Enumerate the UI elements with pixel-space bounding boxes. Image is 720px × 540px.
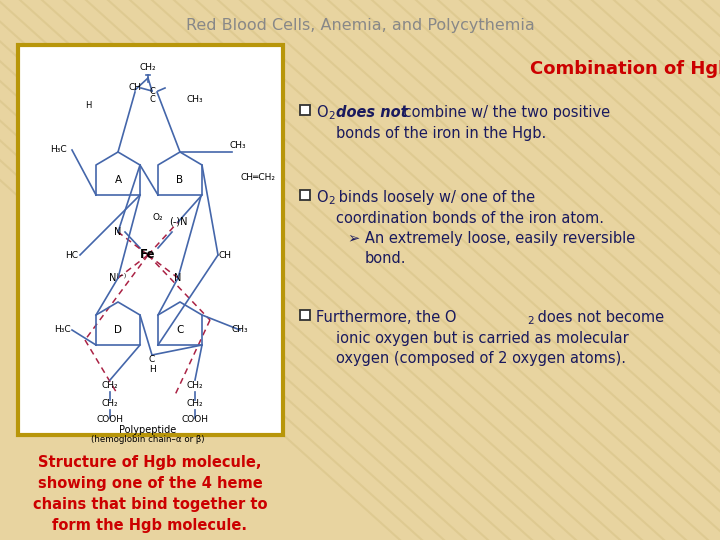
Text: H: H <box>148 366 156 375</box>
Text: coordination bonds of the iron atom.: coordination bonds of the iron atom. <box>336 211 604 226</box>
Text: A: A <box>114 175 122 185</box>
Text: 2: 2 <box>328 111 335 121</box>
Text: Combination of Hgb w/ O: Combination of Hgb w/ O <box>530 60 720 78</box>
Text: (-)N: (-)N <box>168 217 187 227</box>
Text: CH₂: CH₂ <box>102 399 118 408</box>
Text: C: C <box>149 355 155 364</box>
Text: Polypeptide: Polypeptide <box>120 425 176 435</box>
Polygon shape <box>158 302 202 345</box>
Text: CH₃: CH₃ <box>232 326 248 334</box>
Text: ionic oxygen but is carried as molecular: ionic oxygen but is carried as molecular <box>336 331 629 346</box>
Text: N: N <box>114 227 122 237</box>
Text: COOH: COOH <box>181 415 209 424</box>
Text: CH₂: CH₂ <box>186 399 203 408</box>
Text: CH₂: CH₂ <box>140 64 156 72</box>
Text: CH₂: CH₂ <box>186 381 203 389</box>
Text: binds loosely w/ one of the: binds loosely w/ one of the <box>334 190 535 205</box>
Text: C: C <box>149 96 155 105</box>
Text: B: B <box>176 175 184 185</box>
Text: Red Blood Cells, Anemia, and Polycythemia: Red Blood Cells, Anemia, and Polycythemi… <box>186 18 534 33</box>
Text: combine w/ the two positive: combine w/ the two positive <box>399 105 610 120</box>
Text: ➢ An extremely loose, easily reversible: ➢ An extremely loose, easily reversible <box>348 231 635 246</box>
Text: H₃C: H₃C <box>50 145 66 154</box>
Text: bonds of the iron in the Hgb.: bonds of the iron in the Hgb. <box>336 126 546 141</box>
Text: COOH: COOH <box>96 415 124 424</box>
Text: N⁽⁻⁾: N⁽⁻⁾ <box>109 273 127 283</box>
Text: does not become: does not become <box>533 310 664 325</box>
Text: (hemoglobin chain–α or β): (hemoglobin chain–α or β) <box>91 435 204 444</box>
Text: 2: 2 <box>328 196 335 206</box>
Text: CH: CH <box>128 84 142 92</box>
Text: H: H <box>85 100 91 110</box>
Text: bond.: bond. <box>365 251 407 266</box>
Text: does not: does not <box>336 105 408 120</box>
Bar <box>300 190 310 200</box>
Text: C: C <box>176 325 184 335</box>
Text: 2: 2 <box>527 316 534 326</box>
Bar <box>300 310 310 320</box>
Polygon shape <box>96 152 140 195</box>
Text: CH₂: CH₂ <box>102 381 118 389</box>
Bar <box>18 45 283 435</box>
Text: O: O <box>316 190 328 205</box>
Text: oxygen (composed of 2 oxygen atoms).: oxygen (composed of 2 oxygen atoms). <box>336 351 626 366</box>
Text: C: C <box>149 86 155 96</box>
Text: CH₃: CH₃ <box>186 96 203 105</box>
Bar <box>300 105 310 115</box>
Text: Fe: Fe <box>140 248 156 261</box>
Text: N: N <box>174 273 181 283</box>
Text: CH═CH₂: CH═CH₂ <box>240 173 276 183</box>
Text: CH₃: CH₃ <box>230 140 246 150</box>
Text: HC: HC <box>66 251 78 260</box>
Text: H₃C: H₃C <box>54 326 71 334</box>
Text: O₂: O₂ <box>153 213 163 222</box>
Text: O: O <box>316 105 328 120</box>
Text: CH: CH <box>218 251 232 260</box>
Polygon shape <box>96 302 140 345</box>
Text: Structure of Hgb molecule,
showing one of the 4 heme
chains that bind together t: Structure of Hgb molecule, showing one o… <box>32 455 267 533</box>
Text: Furthermore, the O: Furthermore, the O <box>316 310 456 325</box>
Text: D: D <box>114 325 122 335</box>
Polygon shape <box>158 152 202 195</box>
